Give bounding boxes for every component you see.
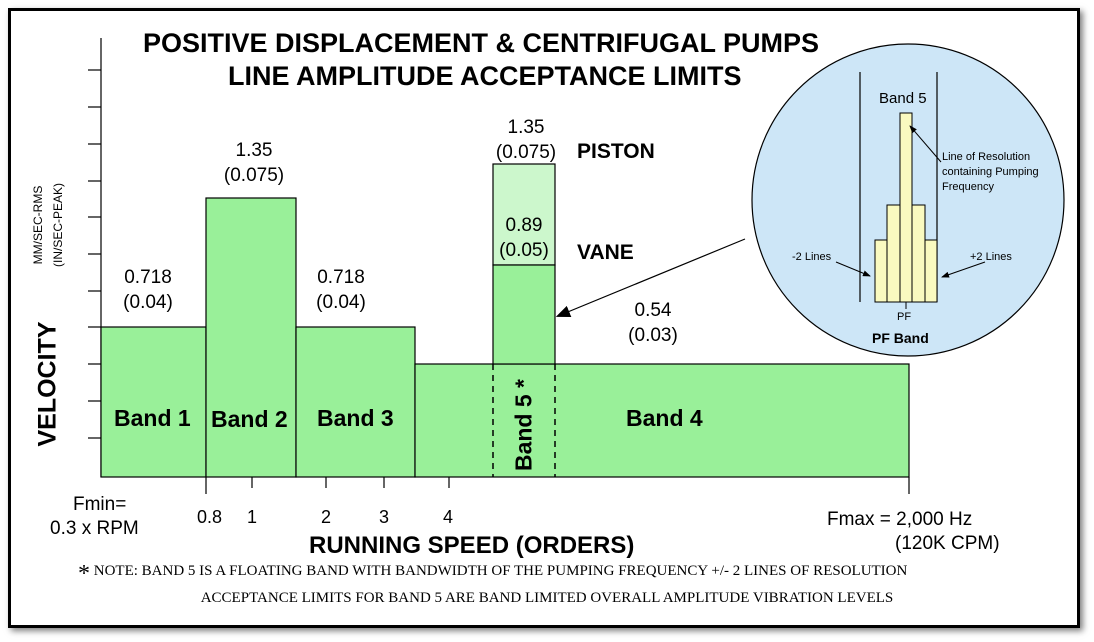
title-line-2: LINE AMPLITUDE ACCEPTANCE LIMITS xyxy=(228,61,742,91)
band-5-label: Band 5 * xyxy=(510,378,537,472)
band-4-rect xyxy=(414,363,910,478)
note-line-1-text: NOTE: BAND 5 IS A FLOATING BAND WITH BAN… xyxy=(93,563,908,579)
band-3-value: 0.718 (0.04) xyxy=(311,265,371,315)
band-1-mm: 0.718 xyxy=(124,267,172,288)
note-line-2: ACCEPTANCE LIMITS FOR BAND 5 ARE BAND LI… xyxy=(200,590,894,606)
inset-pointer-arrow xyxy=(555,238,746,317)
band-2-mm: 1.35 xyxy=(235,140,273,161)
inset-minus-lines: -2 Lines xyxy=(792,251,832,263)
band-5-vane-value: 0.89 (0.05) xyxy=(494,213,554,263)
inset-resolution-arrow xyxy=(909,125,942,163)
inset-minus-arrow xyxy=(835,261,871,277)
band-2-rect xyxy=(205,197,297,478)
inset-resolution-line-3: Frequency xyxy=(942,181,994,193)
band-5-vane-mm: 0.89 xyxy=(505,215,543,236)
vane-label: VANE xyxy=(577,241,634,264)
x-tick-2: 2 xyxy=(321,507,332,527)
fmin-label-2: 0.3 x RPM xyxy=(50,518,139,539)
note-line-1: * NOTE: BAND 5 IS A FLOATING BAND WITH B… xyxy=(78,561,907,588)
band-2-ips: (0.075) xyxy=(223,165,285,186)
band-4-mm: 0.54 xyxy=(634,300,672,321)
y-axis-ticks xyxy=(88,69,101,439)
y-axis-label: VELOCITY xyxy=(33,321,62,447)
x-tick-1: 1 xyxy=(247,507,258,527)
band-2-label: Band 2 xyxy=(211,406,288,432)
band-3-label: Band 3 xyxy=(317,405,394,431)
x-axis-label: RUNNING SPEED (ORDERS) xyxy=(309,532,635,559)
band-1-label: Band 1 xyxy=(114,405,191,431)
y-axis-unit-top: MM/SEC-RMS xyxy=(31,185,45,265)
band-1-value: 0.718 (0.04) xyxy=(118,265,178,315)
x-tick-3: 3 xyxy=(379,507,390,527)
band-5-vane-ips: (0.05) xyxy=(499,240,549,261)
inset-resolution-line-2: containing Pumping xyxy=(942,166,1039,178)
band-4-value: 0.54 (0.03) xyxy=(623,298,683,348)
band-4-ips: (0.03) xyxy=(628,325,678,346)
inset-resolution-bars xyxy=(874,112,938,303)
inset-plus-lines: +2 Lines xyxy=(970,251,1012,263)
inset-plus-arrow xyxy=(941,261,986,278)
band-3-ips: (0.04) xyxy=(316,292,366,313)
inset-resolution-text: Line of Resolution containing Pumping Fr… xyxy=(942,150,1039,195)
band-5-vane-rect xyxy=(492,264,556,365)
inset-resolution-line-1: Line of Resolution xyxy=(942,151,1031,163)
band-5-piston-ips: (0.075) xyxy=(495,142,557,163)
y-axis-unit-bottom: (IN/SEC-PEAK) xyxy=(51,182,65,268)
band-1-rect xyxy=(100,326,207,478)
piston-label: PISTON xyxy=(577,140,655,163)
band-5-piston-mm: 1.35 xyxy=(507,117,545,138)
x-axis-ticks xyxy=(205,477,910,494)
fmin-label-1: Fmin= xyxy=(73,494,127,515)
band-5-piston-value: 1.35 (0.075) xyxy=(490,115,562,165)
band-3-mm: 0.718 xyxy=(317,267,365,288)
title-line-1: POSITIVE DISPLACEMENT & CENTRIFUGAL PUMP… xyxy=(143,28,820,58)
inset-title: Band 5 xyxy=(879,90,927,107)
inset-pf: PF xyxy=(897,311,912,323)
fmax-label-2: (120K CPM) xyxy=(895,533,1000,554)
band-4-label: Band 4 xyxy=(626,405,703,431)
x-tick-0-8: 0.8 xyxy=(197,507,223,527)
x-tick-4: 4 xyxy=(443,507,454,527)
band-1-ips: (0.04) xyxy=(123,292,173,313)
note-asterisk: * xyxy=(78,561,90,587)
inset-pf-band: PF Band xyxy=(872,330,929,346)
band-3-rect xyxy=(295,326,416,478)
band-2-value: 1.35 (0.075) xyxy=(218,138,290,188)
fmax-label-1: Fmax = 2,000 Hz xyxy=(827,509,973,530)
